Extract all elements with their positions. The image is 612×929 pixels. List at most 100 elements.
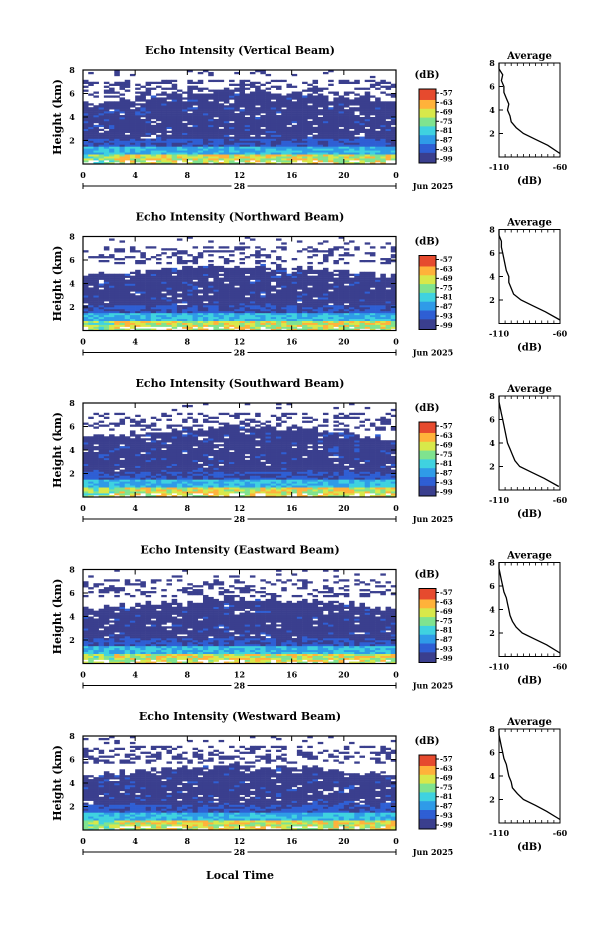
heatmap-cell: [307, 314, 313, 318]
heatmap-cell: [223, 101, 230, 104]
heatmap-cell: [182, 289, 188, 292]
heatmap-cell: [140, 105, 146, 108]
heatmap-cell: [140, 455, 146, 459]
heatmap-cell: [150, 287, 157, 290]
heatmap-cell: [229, 314, 235, 318]
heatmap-cell: [317, 320, 324, 323]
heatmap-cell: [359, 303, 365, 306]
heatmap-cell: [156, 111, 162, 114]
heatmap-cell: [119, 483, 126, 486]
heatmap-cell: [291, 314, 298, 318]
heatmap-cell: [265, 256, 272, 259]
heatmap-cell: [265, 322, 272, 325]
heatmap-cell: [187, 128, 193, 132]
heatmap-cell: [145, 269, 152, 273]
chart-title: Echo Intensity (Southward Beam): [136, 377, 345, 390]
heatmap-cell: [88, 326, 94, 329]
heatmap-cell: [380, 324, 386, 327]
heatmap-cell: [176, 134, 183, 137]
heatmap-cell: [291, 324, 298, 327]
heatmap-cell: [260, 101, 266, 104]
heatmap-cell: [286, 132, 292, 135]
heatmap-cell: [88, 473, 94, 476]
colorbar-step: [419, 155, 436, 159]
heatmap-cell: [145, 152, 152, 155]
heatmap-cell: [124, 285, 131, 288]
heatmap-cell: [369, 328, 376, 331]
heatmap-cell: [312, 120, 319, 124]
heatmap-cell: [385, 113, 392, 116]
heatmap-cell: [83, 483, 89, 486]
heatmap-cell: [302, 318, 308, 322]
heatmap-cell: [369, 118, 376, 122]
heatmap-cell: [98, 453, 105, 457]
colorbar-step: [419, 304, 436, 307]
heatmap-cell: [276, 117, 282, 120]
heatmap-cell: [161, 481, 167, 484]
heatmap-cell: [276, 154, 282, 157]
heatmap-cell: [135, 422, 141, 425]
heatmap-cell: [390, 105, 397, 108]
heatmap-cell: [208, 299, 214, 302]
heatmap-cell: [317, 307, 324, 310]
heatmap-cell: [369, 83, 376, 86]
heatmap-cell: [375, 303, 381, 306]
heatmap-cell: [171, 132, 178, 135]
heatmap-cell: [213, 156, 219, 159]
heatmap-cell: [369, 246, 376, 249]
heatmap-cell: [229, 162, 235, 165]
heatmap-cell: [276, 324, 282, 327]
heatmap-cell: [161, 134, 167, 137]
heatmap-cell: [109, 428, 115, 431]
heatmap-cell: [333, 132, 339, 135]
heatmap-cell: [380, 318, 386, 322]
heatmap-cell: [156, 491, 162, 494]
heatmap-cell: [140, 256, 146, 259]
heatmap-cell: [140, 322, 146, 325]
heatmap-cell: [83, 293, 89, 296]
heatmap-cell: [187, 81, 193, 85]
heatmap-cell: [229, 293, 235, 296]
heatmap-cell: [349, 303, 355, 306]
heatmap-cell: [202, 150, 209, 153]
heatmap-cell: [239, 303, 246, 306]
heatmap-cell: [124, 303, 131, 306]
heatmap-cell: [385, 326, 392, 329]
heatmap-cell: [380, 138, 386, 141]
heatmap-cell: [98, 436, 105, 439]
heatmap-cell: [171, 442, 178, 445]
heatmap-cell: [192, 297, 199, 300]
heatmap-cell: [380, 246, 386, 249]
heatmap-cell: [390, 156, 397, 159]
heatmap-cell: [182, 156, 188, 159]
heatmap-cell: [385, 279, 392, 282]
heatmap-cell: [229, 107, 235, 110]
heatmap-cell: [364, 115, 371, 118]
heatmap-cell: [286, 158, 292, 161]
heatmap-cell: [249, 122, 256, 126]
heatmap-cell: [281, 117, 287, 120]
heatmap-cell: [322, 126, 329, 130]
heatmap-cell: [98, 322, 105, 325]
heatmap-cell: [234, 115, 240, 118]
heatmap-cell: [166, 122, 172, 126]
heatmap-cell: [192, 124, 199, 128]
heatmap-cell: [124, 144, 131, 147]
heatmap-cell: [83, 126, 89, 130]
heatmap-cell: [322, 107, 329, 110]
heatmap-cell: [140, 111, 146, 114]
heatmap-cell: [109, 281, 115, 284]
heatmap-cell: [145, 426, 152, 429]
heatmap-cell: [171, 128, 178, 132]
heatmap-cell: [390, 283, 397, 286]
heatmap-cell: [88, 308, 94, 312]
heatmap-cell: [364, 287, 371, 290]
heatmap-cell: [239, 126, 246, 130]
heatmap-cell: [343, 152, 350, 155]
heatmap-cell: [182, 273, 188, 276]
heatmap-cell: [343, 118, 350, 122]
heatmap-cell: [103, 138, 110, 141]
heatmap-cell: [213, 328, 219, 331]
heatmap-cell: [260, 265, 266, 269]
heatmap-cell: [124, 483, 131, 486]
